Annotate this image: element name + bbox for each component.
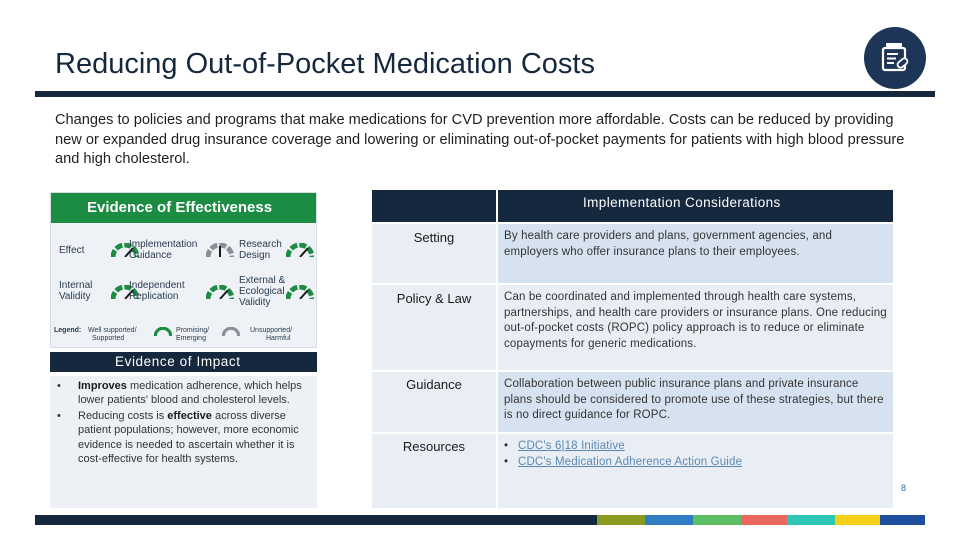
bar-segment — [880, 515, 925, 525]
row-key-guidance: Guidance — [372, 372, 496, 432]
intro-paragraph: Changes to policies and programs that ma… — [55, 112, 905, 167]
impact-item: • Improves medication adherence, which he… — [57, 380, 302, 407]
bar-segment — [741, 515, 787, 525]
label-independent-replication: Independent Replication — [129, 280, 185, 302]
legend-promising: Promising/Emerging — [176, 327, 210, 342]
medication-bottle-icon — [864, 27, 926, 89]
evidence-impact-header: Evidence of Impact — [50, 352, 317, 372]
row-key-policy-law: Policy & Law — [372, 285, 496, 370]
gauge-research-icon — [286, 243, 314, 257]
label-internal-validity: Internal Validity — [59, 280, 93, 302]
bar-segment — [693, 515, 741, 525]
bar-segment — [645, 515, 693, 525]
label-effect: Effect — [59, 245, 85, 256]
table-row-setting: Setting By health care providers and pla… — [372, 224, 893, 283]
table-row-guidance: Guidance Collaboration between public in… — [372, 372, 893, 432]
row-key-setting: Setting — [372, 224, 496, 283]
link-cdc-618-initiative[interactable]: CDC's 6|18 Initiative — [518, 440, 625, 452]
implementation-header: Implementation Considerations — [372, 190, 893, 222]
evidence-effectiveness-header: Evidence of Effectiveness — [51, 193, 316, 223]
title-rule — [35, 91, 935, 97]
bar-segment — [35, 515, 597, 525]
evidence-grid: Effect Implementation Guidance Research De… — [51, 223, 316, 347]
bar-segment — [597, 515, 645, 525]
row-value-policy-law: Can be coordinated and implemented throu… — [498, 285, 893, 370]
evidence-effectiveness-card: Evidence of Effectiveness Effect Impleme… — [50, 192, 317, 348]
row-value-resources: • CDC's 6|18 Initiative • CDC's Medication… — [498, 434, 893, 508]
legend-gauge-emerging-icon — [222, 327, 240, 336]
gauge-external-icon — [286, 285, 314, 299]
legend-gauge-supported-icon — [154, 327, 172, 336]
table-row-resources: Resources • CDC's 6|18 Initiative • CDC's … — [372, 434, 893, 508]
table-row-policy-law: Policy & Law Can be coordinated and impl… — [372, 285, 893, 370]
legend-well-supported: Well supported/Supported — [88, 327, 137, 342]
impact-item: • Reducing costs is effective across dive… — [57, 409, 299, 466]
slide-title: Reducing Out-of-Pocket Medication Costs — [55, 48, 595, 80]
bar-segment — [835, 515, 880, 525]
label-implementation-guidance: Implementation Guidance — [129, 239, 198, 261]
bar-segment — [787, 515, 835, 525]
label-research-design: Research Design — [239, 239, 282, 261]
legend-unsupported: Unsupported/Harmful — [250, 327, 293, 342]
gauge-effect-icon — [111, 243, 139, 257]
gauge-replication-icon — [206, 285, 234, 299]
bottom-color-bar — [35, 515, 925, 525]
evidence-impact-body: • Improves medication adherence, which he… — [50, 376, 317, 508]
row-value-setting: By health care providers and plans, gove… — [498, 224, 893, 283]
row-value-guidance: Collaboration between public insurance p… — [498, 372, 893, 432]
link-cdc-medication-adherence-guide[interactable]: CDC's Medication Adherence Action Guide — [518, 455, 743, 468]
row-key-resources: Resources — [372, 434, 496, 508]
gauge-implementation-icon — [206, 243, 234, 257]
gauge-internal-icon — [111, 285, 139, 299]
label-external-validity: External & Ecological Validity — [239, 275, 286, 308]
page-number: 8 — [901, 483, 907, 493]
